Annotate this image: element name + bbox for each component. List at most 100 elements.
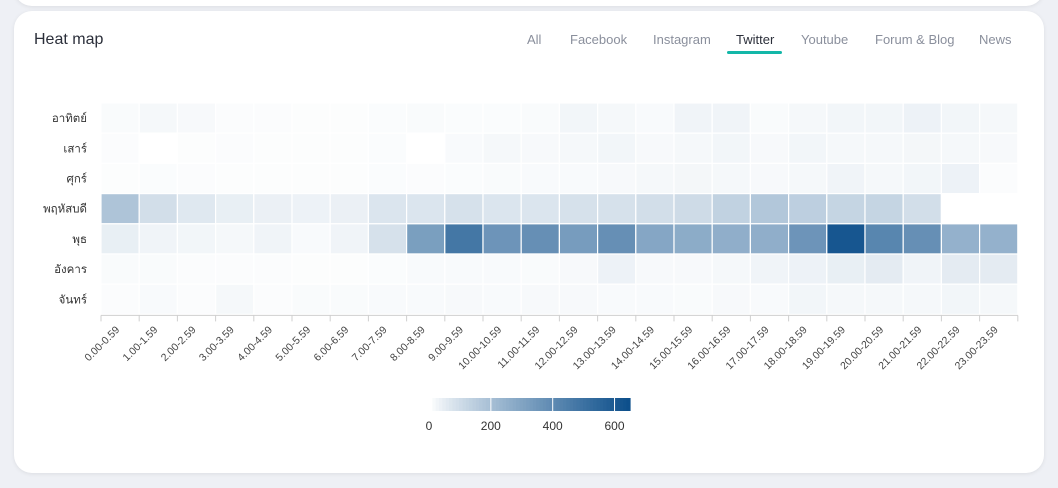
tab-youtube[interactable]: Youtube	[801, 32, 849, 47]
heatmap-cell	[482, 162, 522, 195]
colorbar: 0 200 400 600	[426, 398, 631, 433]
heatmap-cell	[787, 223, 828, 255]
colorbar-segment	[623, 398, 628, 411]
y-tick-label: เสาร์	[63, 141, 87, 155]
colorbar-segment	[496, 398, 500, 411]
heatmap-cell	[520, 283, 561, 316]
heatmap-cell	[253, 223, 293, 255]
heatmap-cells	[100, 102, 1019, 316]
heatmap-cell	[291, 223, 331, 255]
colorbar-segment	[563, 398, 567, 411]
heatmap-cell	[406, 253, 446, 285]
heatmap-cell	[635, 102, 675, 134]
heatmap-cell	[329, 283, 370, 316]
colorbar-segment	[586, 398, 591, 411]
tab-forum-blog[interactable]: Forum & Blog	[875, 32, 955, 47]
tab-instagram[interactable]: Instagram	[653, 32, 711, 47]
y-tick-label: ศุกร์	[67, 172, 87, 186]
heatmap-cell	[787, 253, 828, 285]
heatmap-cell	[673, 223, 713, 255]
colorbar-segment	[429, 398, 433, 411]
heatmap-cell	[176, 102, 217, 134]
heatmap-cell	[749, 193, 790, 225]
colorbar-segment	[432, 398, 437, 411]
heatmap-cell	[176, 193, 217, 225]
heatmap-cell	[940, 283, 981, 316]
x-tick-label: 8.00-8.59	[388, 324, 428, 364]
heatmap-cell	[100, 193, 140, 225]
colorbar-segment	[609, 398, 614, 411]
colorbar-segment	[549, 398, 554, 411]
heatmap-cell	[673, 253, 713, 285]
heatmap-cell	[482, 193, 522, 225]
heatmap-cell	[711, 102, 752, 134]
heatmap-cell	[558, 132, 599, 164]
heatmap-cell	[902, 132, 943, 164]
heatmap-cell	[749, 223, 790, 255]
tab-all[interactable]: All	[527, 32, 542, 47]
colorbar-segment	[519, 398, 524, 411]
heatmap-cell	[215, 223, 255, 255]
colorbar-segment	[556, 398, 561, 411]
colorbar-segment	[526, 398, 531, 411]
heatmap-cell	[520, 162, 561, 195]
colorbar-segment	[509, 398, 514, 411]
tab-twitter[interactable]: Twitter	[736, 32, 775, 47]
heatmap-cell	[329, 193, 370, 225]
colorbar-segment	[516, 398, 521, 411]
heatmap-cell	[100, 223, 140, 255]
heatmap-cell	[176, 162, 217, 195]
heatmap-cell	[902, 223, 943, 255]
heatmap-cell	[253, 193, 293, 225]
colorbar-segment	[603, 398, 608, 411]
heatmap-cell	[635, 193, 675, 225]
heatmap-cell	[673, 102, 713, 134]
heatmap-cell	[215, 102, 255, 134]
colorbar-tick-label: 200	[481, 419, 501, 433]
heatmap-cell	[673, 283, 713, 316]
colorbar-segment	[573, 398, 577, 411]
colorbar-segment	[465, 398, 470, 411]
heatmap-cell	[406, 283, 446, 316]
tab-facebook[interactable]: Facebook	[570, 32, 628, 47]
heatmap-cell	[482, 223, 522, 255]
heatmap-cell	[367, 162, 408, 195]
heatmap-cell	[444, 253, 484, 285]
heatmap-cell	[138, 223, 178, 255]
colorbar-segment	[583, 398, 588, 411]
heatmap-cell	[749, 253, 790, 285]
heatmap-cell	[176, 283, 217, 316]
heatmap-cell	[826, 223, 866, 255]
heatmap-cell	[138, 283, 178, 316]
heatmap-cell	[596, 253, 637, 285]
heatmap-cell	[329, 223, 370, 255]
heatmap-cell	[596, 223, 637, 255]
heatmap-cell	[673, 162, 713, 195]
heatmap-cell	[940, 132, 981, 164]
colorbar-segment	[479, 398, 484, 411]
heatmap-cell	[176, 253, 217, 285]
heatmap-chart: อาทิตย์เสาร์ศุกร์พฤหัสบดีพุธอังคารจันทร์…	[43, 102, 1019, 433]
tab-news[interactable]: News	[979, 32, 1012, 47]
colorbar-segment	[475, 398, 480, 411]
colorbar-segment	[472, 398, 477, 411]
heatmap-cell	[864, 283, 904, 316]
colorbar-segment	[459, 398, 464, 411]
colorbar-segment	[536, 398, 541, 411]
heatmap-cell	[482, 102, 522, 134]
heatmap-cell	[826, 102, 866, 134]
heatmap-cell	[253, 132, 293, 164]
x-tick-label: 7.00-7.59	[350, 324, 390, 364]
heatmap-cell	[444, 283, 484, 316]
heatmap-cell	[596, 162, 637, 195]
heatmap-cell	[176, 132, 217, 164]
heatmap-cell	[635, 162, 675, 195]
heatmap-cell	[635, 223, 675, 255]
heatmap-cell	[902, 253, 943, 285]
colorbar-segment	[539, 398, 544, 411]
heatmap-cell	[482, 283, 522, 316]
heatmap-cell	[138, 193, 178, 225]
heatmap-cell	[520, 132, 561, 164]
heatmap-cell	[635, 132, 675, 164]
heatmap-cell	[749, 102, 790, 134]
